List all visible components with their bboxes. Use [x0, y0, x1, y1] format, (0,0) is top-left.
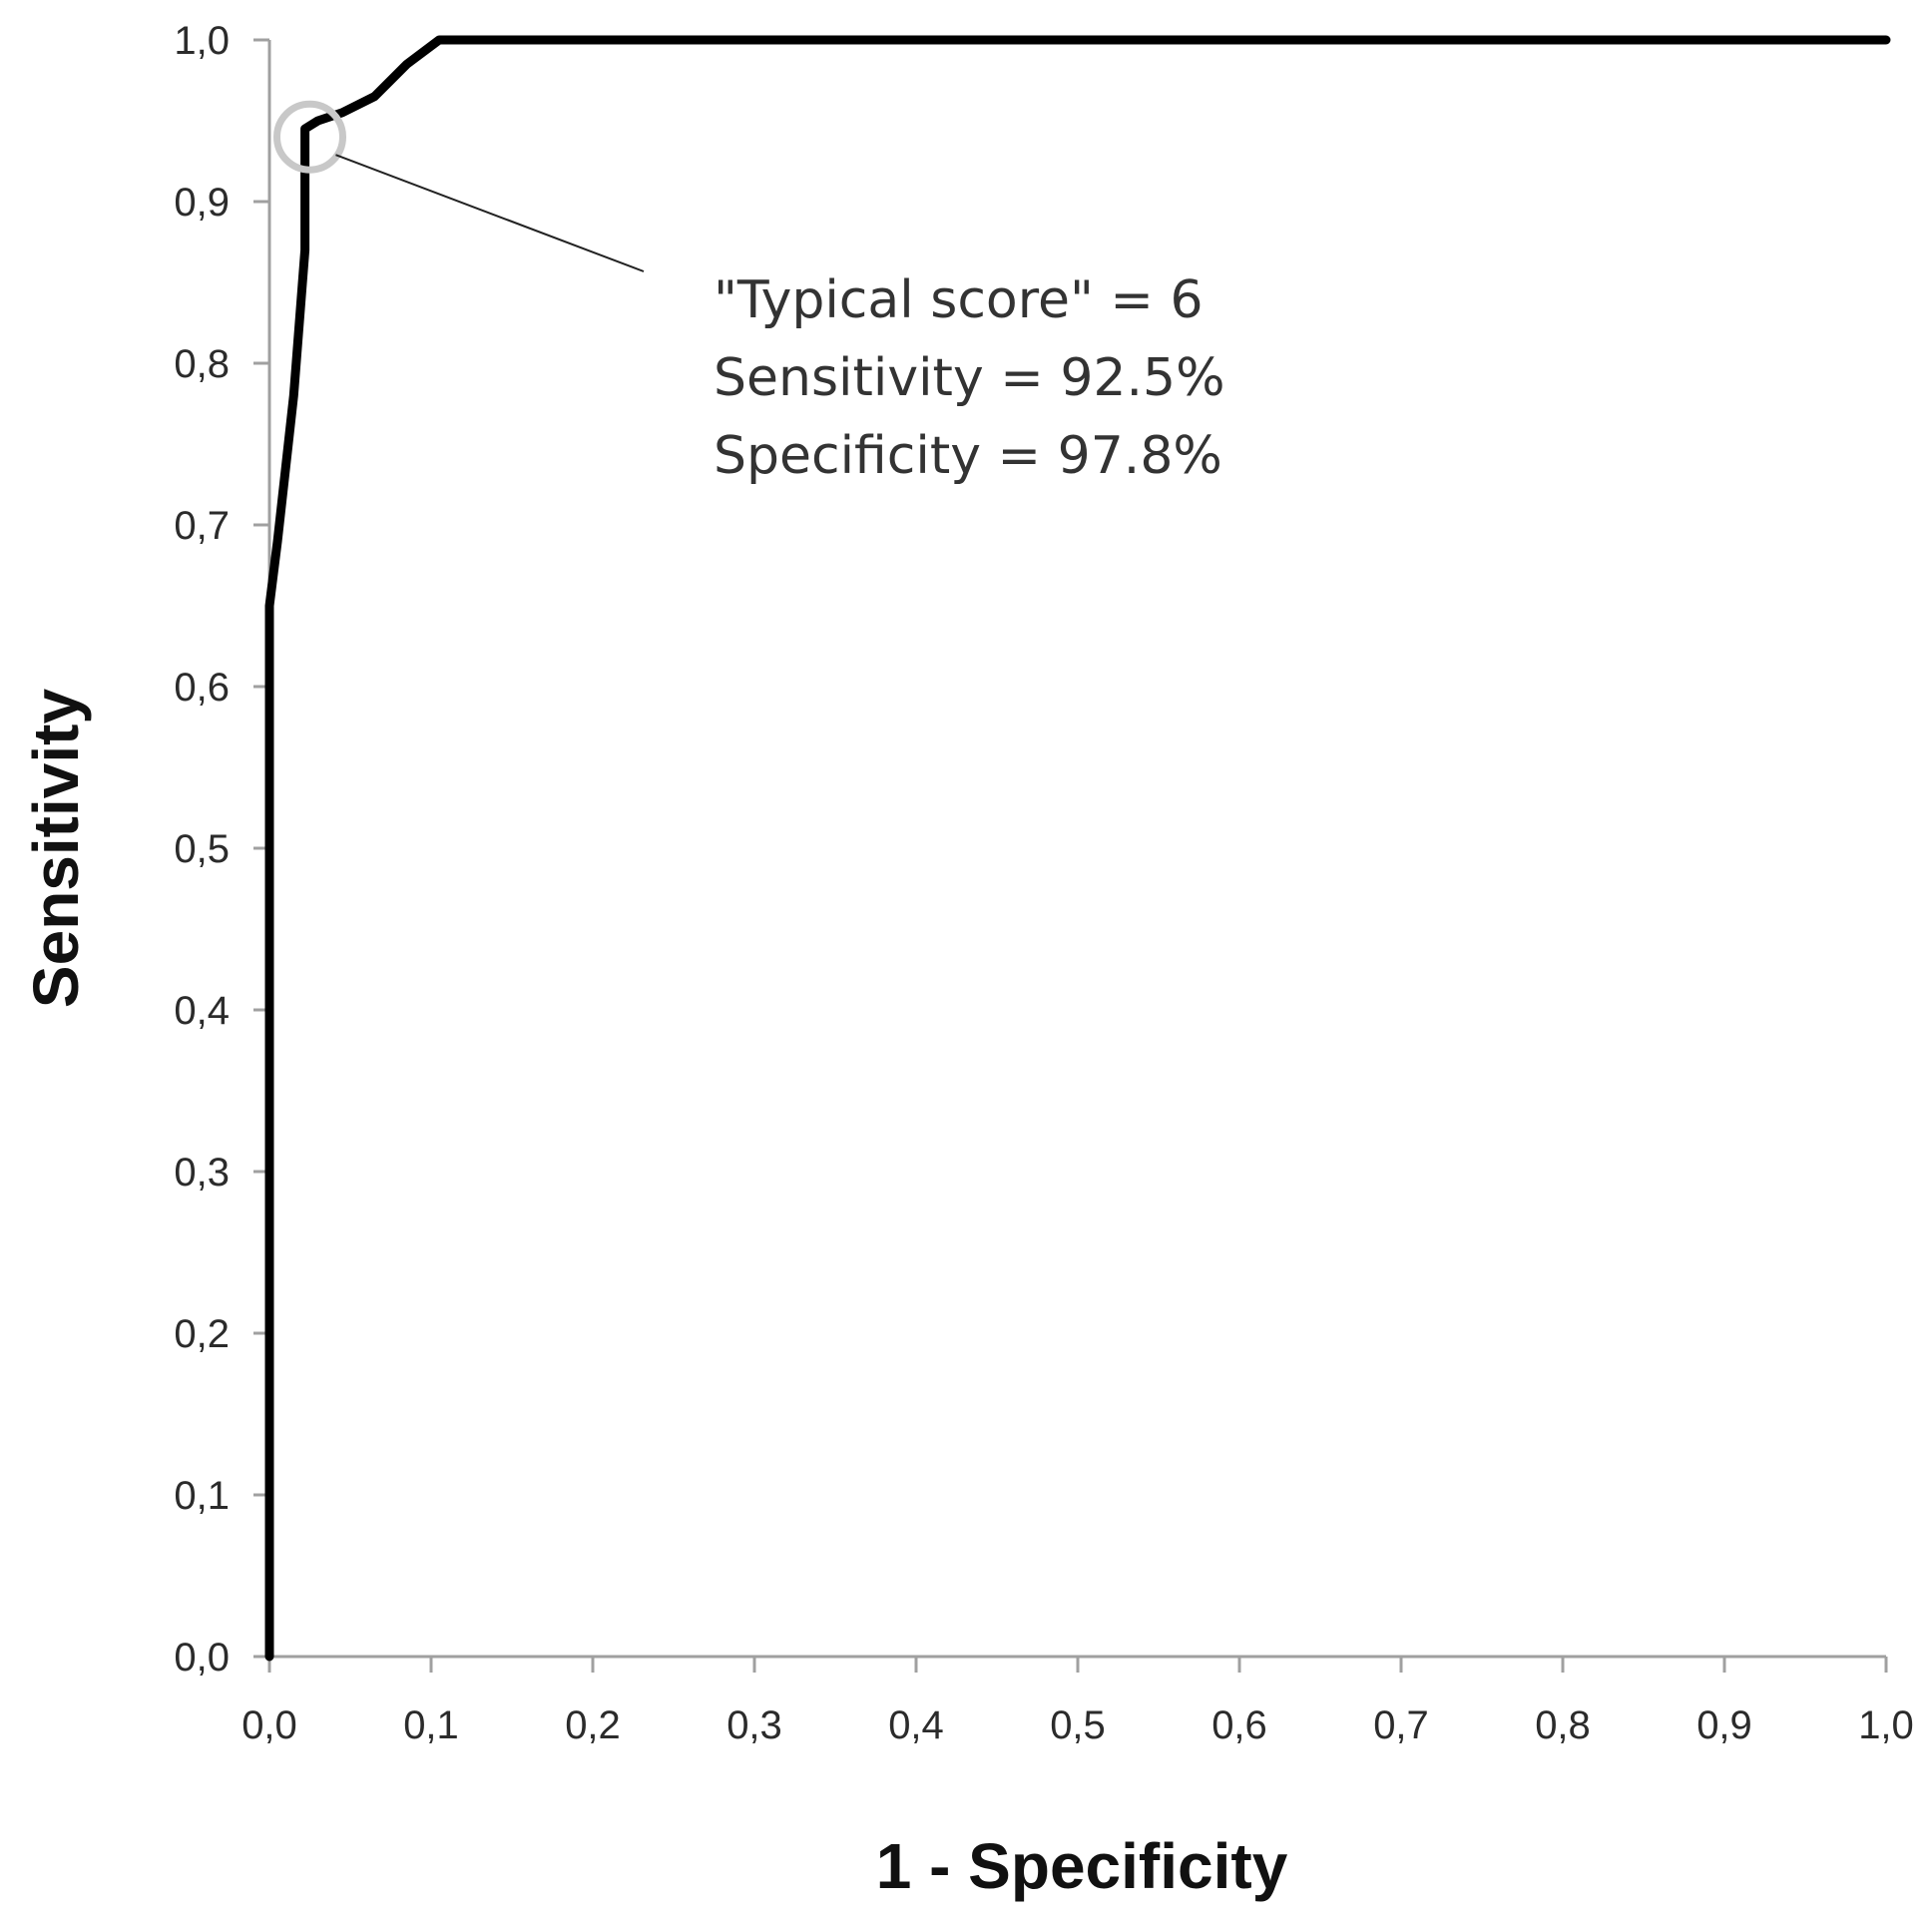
- x-tick-label: 0,0: [242, 1703, 297, 1747]
- annotation-text-line: Sensitivity = 92.5%: [714, 348, 1225, 408]
- y-axis-ticks: 0,0 0,1 0,2 0,3 0,4 0,5 0,6 0,7 0,8 0,9 1,0: [174, 19, 269, 1680]
- x-tick-label: 0,6: [1211, 1703, 1267, 1747]
- x-tick-label: 0,8: [1535, 1703, 1591, 1747]
- y-tick-label: 0,8: [174, 342, 230, 386]
- y-tick-label: 0,1: [174, 1474, 230, 1518]
- y-tick-label: 0,5: [174, 827, 230, 871]
- x-tick-label: 0,5: [1050, 1703, 1106, 1747]
- y-axis-title: Sensitivity: [20, 689, 92, 1009]
- annotation-circle: [273, 100, 346, 174]
- x-tick-label: 0,1: [403, 1703, 459, 1747]
- y-tick-label: 0,0: [174, 1636, 230, 1680]
- y-tick-label: 0,2: [174, 1312, 230, 1356]
- x-tick-label: 0,3: [726, 1703, 782, 1747]
- annotation-leader-line: [335, 154, 645, 272]
- x-tick-label: 0,7: [1373, 1703, 1429, 1747]
- x-axis-ticks: 0,0 0,1 0,2 0,3 0,4 0,5 0,6 0,7 0,8 0,9 1,0: [242, 1657, 1914, 1747]
- y-tick-label: 0,9: [174, 181, 230, 225]
- y-tick-label: 1,0: [174, 19, 230, 63]
- y-tick-label: 0,6: [174, 666, 230, 710]
- y-tick-label: 0,7: [174, 504, 230, 548]
- x-axis-title: 1 - Specificity: [876, 1830, 1288, 1902]
- series-layer: [264, 35, 1891, 1662]
- x-tick-label: 0,4: [888, 1703, 944, 1747]
- x-tick-label: 0,2: [565, 1703, 621, 1747]
- roc-curve-line: [264, 35, 1891, 1662]
- annotation-text-line: "Typical score" = 6: [714, 270, 1204, 330]
- y-tick-label: 0,4: [174, 989, 230, 1033]
- annotation: "Typical score" = 6 Sensitivity = 92.5% Sp…: [273, 100, 1225, 486]
- x-tick-label: 0,9: [1696, 1703, 1752, 1747]
- y-tick-label: 0,3: [174, 1151, 230, 1195]
- annotation-text-line: Specificity = 97.8%: [714, 426, 1222, 486]
- x-tick-label: 1,0: [1858, 1703, 1914, 1747]
